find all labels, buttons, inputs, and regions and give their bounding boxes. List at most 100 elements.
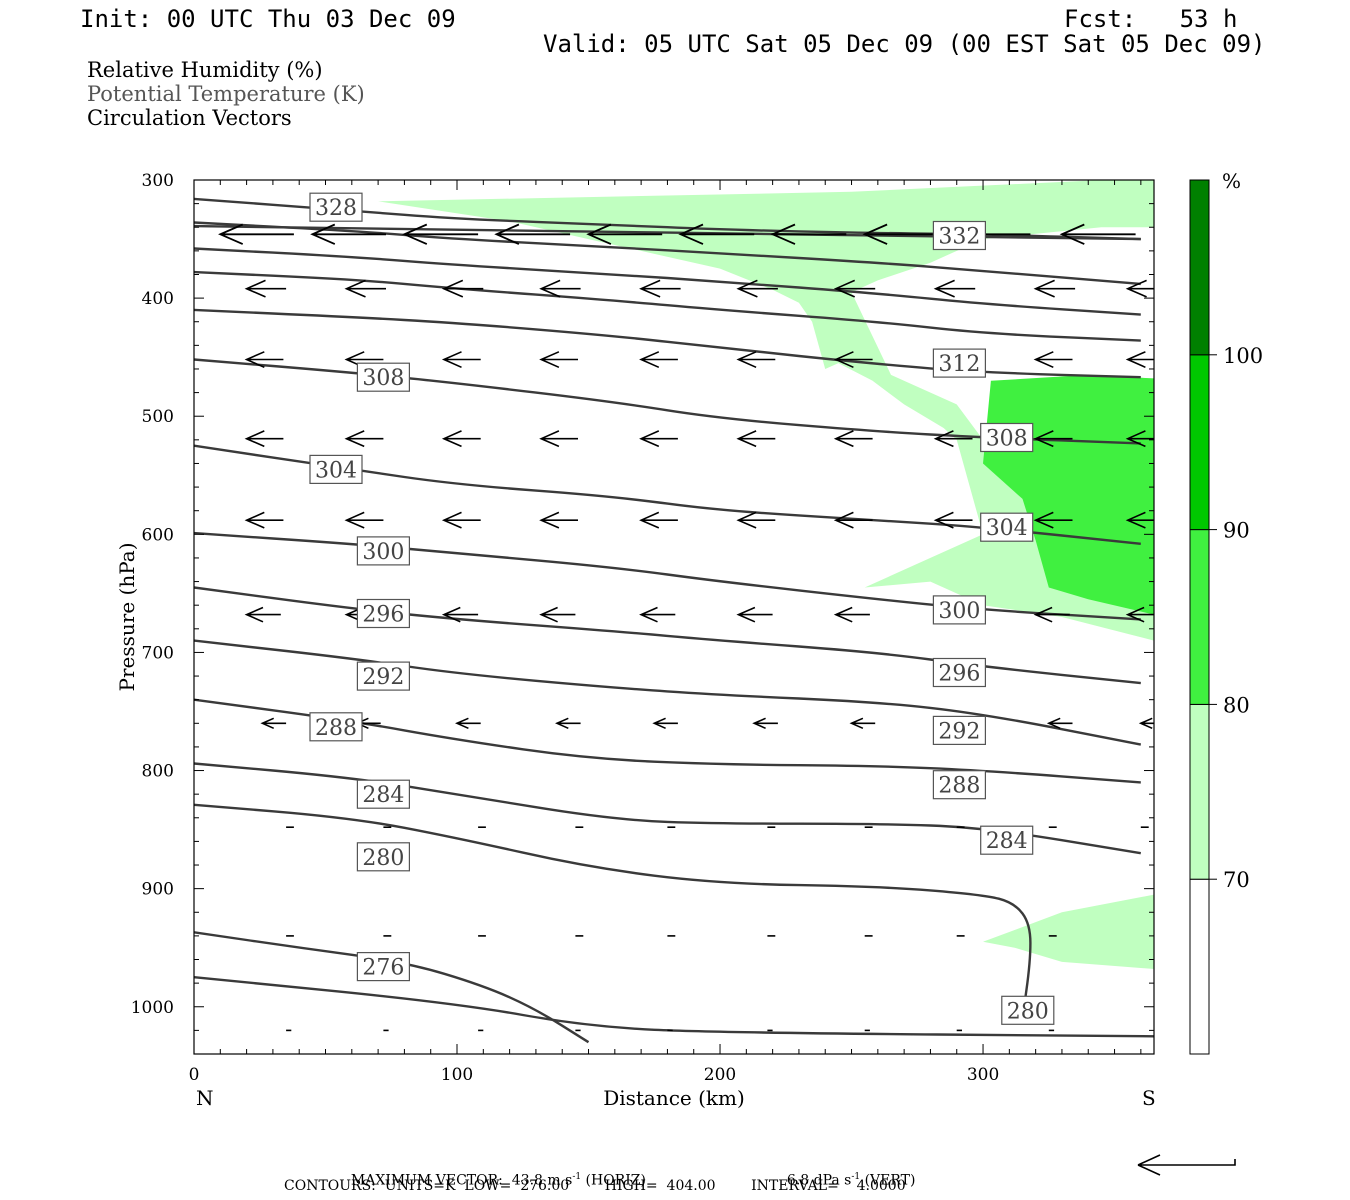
contour-label-text: 284 xyxy=(362,783,404,808)
contour-label-box xyxy=(932,770,987,800)
contour-label-text: 312 xyxy=(938,352,980,377)
contour-label-292-12: 292 xyxy=(932,715,987,746)
contour-label-box xyxy=(309,454,363,484)
contour-label-text: 280 xyxy=(362,846,404,871)
vector-r4-c2 xyxy=(441,511,481,529)
vector-r1-c6 xyxy=(833,279,876,298)
vert-vector-line: 6.8 dPa s-1 (VERT) xyxy=(778,1159,916,1188)
vector-r5-c3 xyxy=(539,606,576,623)
vector-r1-c0 xyxy=(244,279,287,298)
x-axis-right-end: S xyxy=(1142,1086,1156,1110)
vector-r6-c4 xyxy=(652,717,678,730)
vector-r3-c1 xyxy=(344,430,384,448)
vector-r6-c0 xyxy=(260,717,287,730)
vector-r5-c9 xyxy=(1125,606,1154,623)
legend-theta: Potential Temperature (K) xyxy=(87,82,365,106)
contour-label-box xyxy=(980,512,1034,542)
contour-label-box xyxy=(356,536,410,566)
vector-r3-c6 xyxy=(833,430,873,448)
vector-r6-c2 xyxy=(455,717,481,730)
theta-contour-280-1 xyxy=(194,803,1032,1019)
vector-r5-c8 xyxy=(1033,606,1070,623)
x-axis-left-end: N xyxy=(196,1086,214,1110)
contour-label-box xyxy=(1001,995,1055,1025)
colorbar-label-90: 90 xyxy=(1223,519,1250,543)
colorbar: 70 80 90 100 xyxy=(1189,179,1263,1055)
contour-label-box xyxy=(932,657,987,688)
theta-contour-304-7 xyxy=(194,444,1141,545)
x-tick-label-300: 300 xyxy=(967,1065,999,1085)
y-tick-label-600: 600 xyxy=(142,525,174,545)
vector-r4-c9 xyxy=(1125,511,1154,529)
contour-label-280-19: 280 xyxy=(1001,995,1055,1025)
reference-vector-arrow xyxy=(1137,1154,1236,1176)
axes: 0 100 200 300 300 400 500 600 700 800 900 1000 xyxy=(131,171,1154,1085)
rh-shading xyxy=(378,180,1154,969)
vector-r4-c6 xyxy=(833,511,873,529)
colorbar-segment-2 xyxy=(1189,529,1210,705)
contour-label-312-2: 312 xyxy=(932,348,987,378)
colorbar-segment-3 xyxy=(1189,354,1210,531)
contour-label-text: 280 xyxy=(1007,999,1049,1024)
contour-label-304-5: 304 xyxy=(309,454,363,484)
contours-line: CONTOURS: UNITS=K LOW= 276.00 HIGH= 404.… xyxy=(284,1178,906,1194)
vector-r5-c2 xyxy=(441,606,479,623)
theta-contour-320-11 xyxy=(194,247,1141,316)
vector-r3-c2 xyxy=(441,430,481,448)
vector-r2-c5 xyxy=(736,351,776,369)
contour-label-308-3: 308 xyxy=(356,362,410,392)
vector-r3-c0 xyxy=(244,430,284,448)
vector-r4-c7 xyxy=(933,511,973,529)
x-tick-label-200: 200 xyxy=(704,1065,736,1085)
vector-r3-c3 xyxy=(539,430,578,448)
contour-label-text: 276 xyxy=(362,956,404,981)
forecast-hour: Fcst: 53 h xyxy=(1064,5,1238,33)
vector-r4-c8 xyxy=(1033,511,1073,529)
vector-r1-c9 xyxy=(1125,279,1154,298)
x-tick-label-0: 0 xyxy=(189,1065,200,1085)
init-time: Init: 00 UTC Thu 03 Dec 09 xyxy=(80,5,456,33)
contour-label-box xyxy=(356,842,410,872)
colorbar-label-100: 100 xyxy=(1223,344,1263,368)
x-tick-label-100: 100 xyxy=(441,1065,473,1085)
vector-r3-c4 xyxy=(639,430,678,448)
vector-r0-c5 xyxy=(678,223,755,245)
y-tick-label-400: 400 xyxy=(142,289,174,309)
vector-r6-c5 xyxy=(752,717,778,730)
contour-label-288-14: 288 xyxy=(932,770,987,800)
vector-r3-c5 xyxy=(736,430,776,448)
vector-r1-c1 xyxy=(344,279,386,298)
contour-label-text: 308 xyxy=(986,427,1028,452)
contour-label-text: 308 xyxy=(362,366,404,391)
vector-r0-c6 xyxy=(770,223,847,245)
contour-label-text: 300 xyxy=(362,540,404,565)
circulation-vectors xyxy=(218,223,1154,1032)
contour-label-328-0: 328 xyxy=(309,192,363,222)
contour-label-box xyxy=(356,598,410,629)
vector-r2-c4 xyxy=(639,351,678,369)
contour-label-box xyxy=(356,951,410,982)
theta-contour-312-9 xyxy=(194,308,1141,379)
contour-label-text: 288 xyxy=(315,716,357,741)
contour-label-text: 284 xyxy=(986,829,1028,854)
vector-r4-c0 xyxy=(244,511,284,529)
theta-contour-terrain-15 xyxy=(194,976,1154,1038)
legend-vectors: Circulation Vectors xyxy=(87,106,292,130)
contour-label-276-18: 276 xyxy=(356,951,410,982)
cross-section-chart: 328 332 312 308 308 304 304 300 300 296 296 292 292 2… xyxy=(115,169,1263,1110)
y-tick-label-900: 900 xyxy=(142,880,174,900)
theta-contour-276-0 xyxy=(194,931,590,1044)
contour-label-box xyxy=(932,715,987,746)
theta-contour-288-3 xyxy=(194,698,1141,784)
y-axis-label: Pressure (hPa) xyxy=(115,543,139,692)
contour-label-box xyxy=(356,661,410,691)
vector-r4-c1 xyxy=(344,511,384,529)
contour-label-284-15: 284 xyxy=(356,779,410,809)
vector-r2-c9 xyxy=(1125,351,1154,369)
contour-label-300-7: 300 xyxy=(356,536,410,566)
vector-r2-c6 xyxy=(833,351,873,369)
contour-label-box xyxy=(932,595,987,625)
contour-label-text: 288 xyxy=(938,774,980,799)
vector-r5-c0 xyxy=(244,606,281,623)
colorbar-segment-1 xyxy=(1189,703,1210,880)
